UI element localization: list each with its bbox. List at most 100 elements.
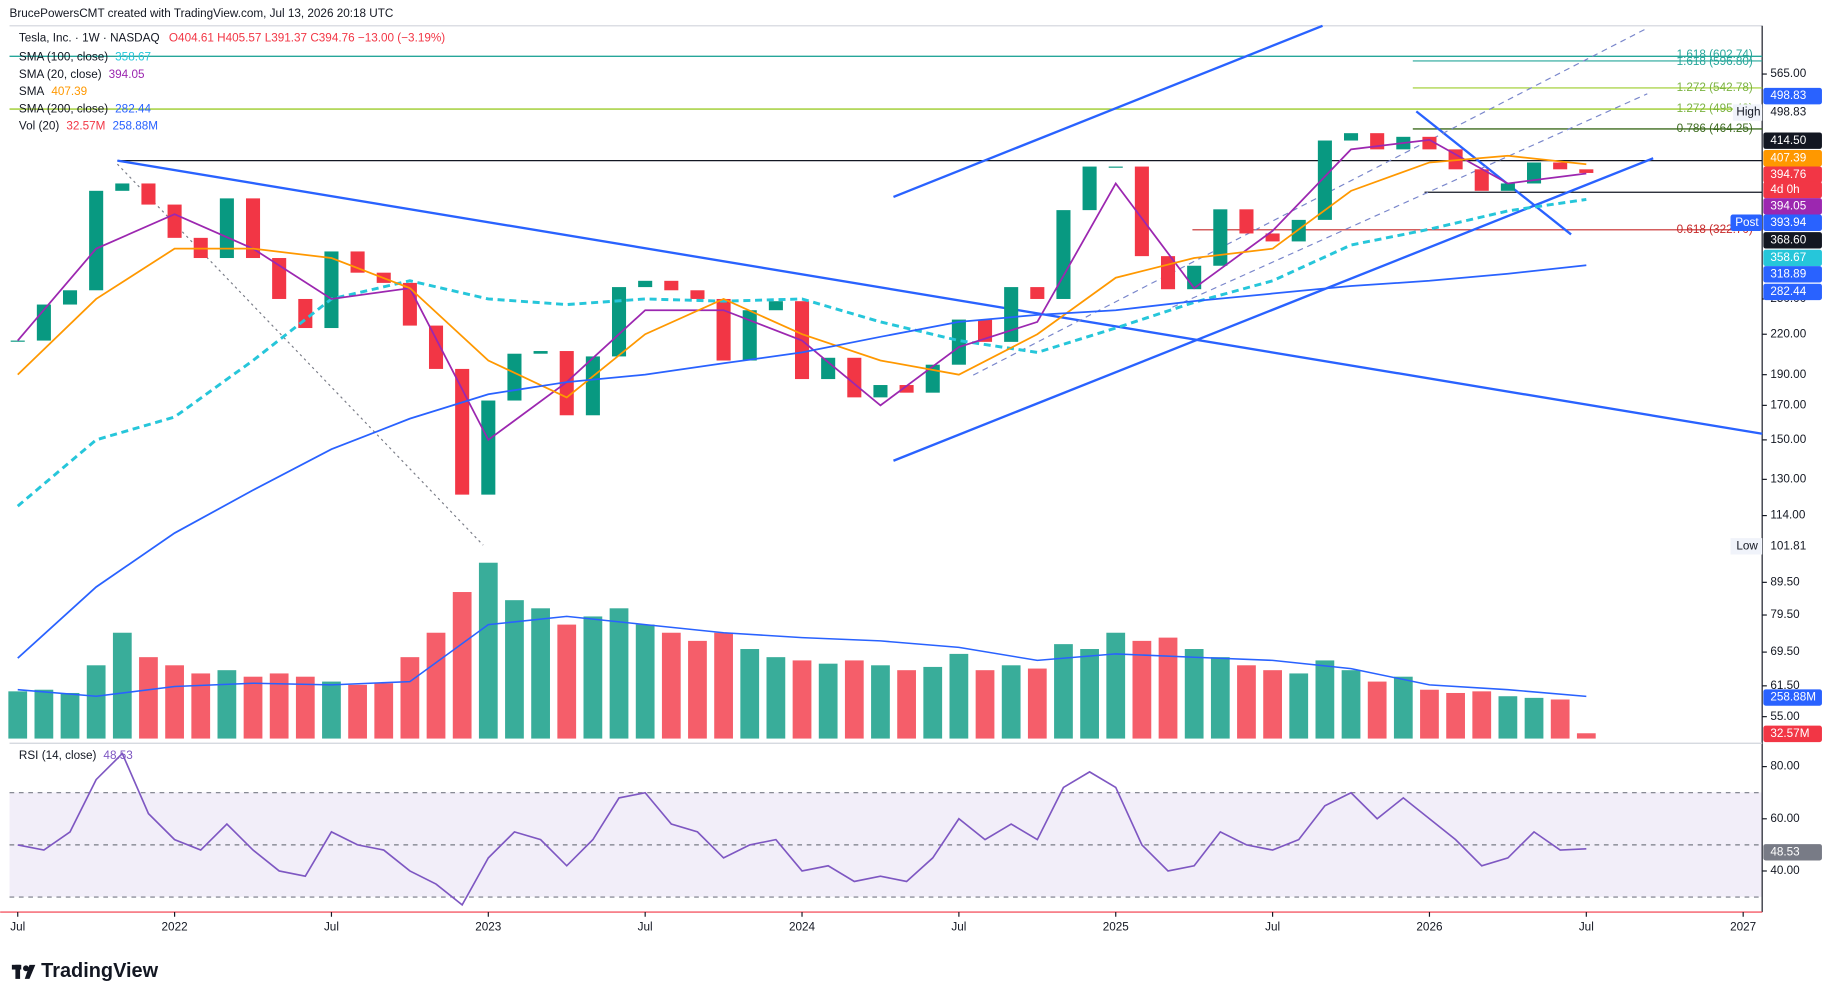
volume-bar xyxy=(844,660,864,739)
candle xyxy=(1474,169,1489,191)
volume-bar xyxy=(1237,665,1256,739)
volume-bar xyxy=(714,632,733,739)
candle xyxy=(1187,265,1202,290)
rsi-tick-label: 80.00 xyxy=(1770,760,1800,773)
legend-value: 407.39 xyxy=(51,85,87,98)
x-tick-label: Jul xyxy=(1579,920,1594,933)
volume-bar xyxy=(1054,644,1073,739)
y-tick-label: 79.50 xyxy=(1770,608,1800,621)
x-tick-label: 2023 xyxy=(475,920,501,933)
volume-bar xyxy=(949,653,969,739)
volume-bar xyxy=(243,676,263,739)
price-badge-box xyxy=(1763,266,1822,283)
candle xyxy=(1082,166,1097,211)
trend-line xyxy=(117,159,1763,435)
price-badge-box xyxy=(1763,87,1822,105)
volume-bar xyxy=(1080,649,1099,739)
symbol: Tesla, Inc. · 1W · NASDAQ xyxy=(19,32,160,45)
volume-bar xyxy=(191,673,211,739)
volume-bar xyxy=(478,562,498,739)
price-badge-box xyxy=(1763,232,1822,249)
candle xyxy=(611,287,627,357)
price-badge: 282.44 xyxy=(1770,285,1806,298)
legend-value: 32.57M xyxy=(66,120,105,133)
volume-bar xyxy=(1498,696,1518,739)
candle xyxy=(219,198,234,259)
volume-bar xyxy=(112,632,132,739)
candle xyxy=(89,190,104,291)
candle xyxy=(428,325,444,369)
volume-bar xyxy=(1524,697,1544,739)
rsi-badge: 48.53 xyxy=(1770,845,1799,858)
volume-bar xyxy=(1341,670,1361,739)
rsi-line xyxy=(17,752,1587,907)
volume-bar xyxy=(609,608,629,739)
x-tick-label: 2024 xyxy=(789,920,816,933)
volume-bar xyxy=(60,692,80,739)
post-tag-box xyxy=(1730,214,1763,231)
volume-bar xyxy=(818,663,838,739)
price-badge-box xyxy=(1763,132,1822,149)
candle xyxy=(951,319,966,365)
candle xyxy=(167,204,182,238)
legend-value: 358.67 xyxy=(115,51,151,64)
candle xyxy=(690,290,705,299)
candle xyxy=(10,340,25,342)
volume-bar xyxy=(1393,676,1413,739)
volume-bar xyxy=(452,592,472,739)
candle xyxy=(1265,233,1280,242)
candle xyxy=(245,198,261,259)
volume-bar xyxy=(1472,691,1492,739)
candle xyxy=(1213,209,1228,266)
volume-bar xyxy=(1027,668,1047,739)
price-badge-box xyxy=(1763,181,1822,199)
rsi-tick-label: 60.00 xyxy=(1770,812,1800,825)
candle xyxy=(977,319,993,342)
volume-badge: 258.88M xyxy=(1770,691,1816,704)
candle xyxy=(1030,287,1045,299)
volume-bar xyxy=(1263,670,1282,739)
channel-line xyxy=(1172,93,1648,308)
candle xyxy=(324,251,339,329)
candle xyxy=(638,280,653,288)
x-tick-label: 2026 xyxy=(1416,920,1442,933)
sma-line xyxy=(17,264,1587,659)
volume-bar xyxy=(348,684,367,739)
candle xyxy=(1239,209,1254,234)
candle xyxy=(925,364,940,393)
legend-value: 394.05 xyxy=(109,68,145,81)
candle xyxy=(1448,149,1463,170)
rsi-badge-box xyxy=(1763,844,1822,861)
sma-line xyxy=(17,138,1587,442)
volume-bar xyxy=(1184,649,1204,739)
candle xyxy=(1526,162,1542,184)
candle xyxy=(847,357,862,398)
volume-bar xyxy=(1132,640,1152,739)
volume-bar xyxy=(635,624,655,739)
sma-line xyxy=(17,154,1587,399)
x-tick-label: 2022 xyxy=(162,920,188,933)
legend-name: SMA (100, close) xyxy=(19,51,108,64)
candle xyxy=(1553,162,1568,170)
volume-bar xyxy=(583,616,603,739)
volume-bar xyxy=(217,670,237,739)
volume-bar xyxy=(86,665,106,739)
volume-bar xyxy=(1420,689,1439,739)
candle xyxy=(533,351,548,354)
volume-bar xyxy=(557,624,577,739)
header: BrucePowersCMT created with TradingView.… xyxy=(10,7,394,20)
volume-bar xyxy=(975,670,995,739)
candle xyxy=(115,183,130,191)
volume-bar xyxy=(1315,660,1335,739)
fib-label: 1.272 (542.78) xyxy=(1677,81,1753,94)
volume-bar xyxy=(871,665,890,739)
price-badge-box xyxy=(1763,249,1822,267)
y-tick-label: 150.00 xyxy=(1770,433,1806,446)
legend-item: SMA (200, close) 282.44 xyxy=(19,103,152,116)
candle xyxy=(272,258,287,299)
y-tick-label: 69.50 xyxy=(1770,645,1800,658)
x-tick-label: Jul xyxy=(638,920,653,933)
sma-line xyxy=(16,197,1587,508)
x-tick-label: Jul xyxy=(324,920,339,933)
price-badge-box xyxy=(1763,166,1822,183)
